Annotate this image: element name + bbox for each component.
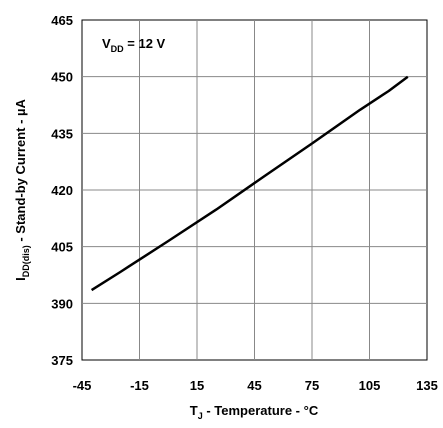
xlabel-sub: J [198, 411, 203, 421]
y-tick-label: 405 [51, 240, 73, 255]
ylabel-rest: - Stand-by Current - µA [13, 98, 28, 245]
x-tick-labels: -45 -15 15 45 75 105 135 [73, 378, 438, 393]
annotation-sub: DD [111, 44, 124, 54]
x-tick-label: 15 [190, 378, 204, 393]
x-tick-label: 105 [359, 378, 381, 393]
y-tick-label: 390 [51, 296, 73, 311]
x-tick-label: 75 [305, 378, 319, 393]
x-tick-label: 135 [416, 378, 438, 393]
vdd-annotation: VDD = 12 V [102, 36, 166, 54]
annotation-rest: = 12 V [124, 36, 166, 51]
y-tick-label: 465 [51, 13, 73, 28]
x-tick-label: -15 [130, 378, 149, 393]
annotation-main: V [102, 36, 111, 51]
y-tick-label: 375 [51, 353, 73, 368]
y-axis-title: IDD(dis) - Stand-by Current - µA [13, 98, 31, 280]
x-axis-title: TJ - Temperature - °C [190, 403, 319, 421]
y-tick-label: 420 [51, 183, 73, 198]
x-tick-label: 45 [247, 378, 261, 393]
ylabel-main: I [13, 277, 28, 281]
y-tick-label: 435 [51, 126, 73, 141]
series-line [90, 75, 409, 292]
y-tick-label: 450 [51, 70, 73, 85]
grid-lines [82, 20, 427, 360]
xlabel-rest: - Temperature - °C [203, 403, 319, 418]
xlabel-main: T [190, 403, 198, 418]
x-tick-label: -45 [73, 378, 92, 393]
ylabel-sub: DD(dis) [21, 245, 31, 277]
series-lines [90, 75, 409, 292]
y-tick-labels: 465 450 435 420 405 390 375 [51, 13, 73, 368]
